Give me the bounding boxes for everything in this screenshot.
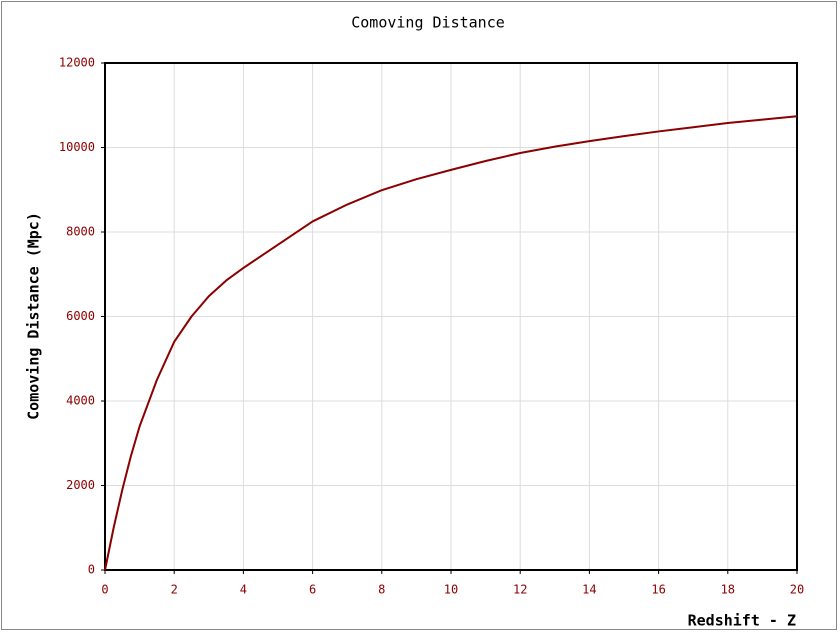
y-tick-label: 2000 [66, 478, 95, 492]
x-tick-label: 14 [582, 583, 596, 597]
y-tick-label: 12000 [59, 56, 95, 70]
y-tick-label: 0 [88, 563, 95, 577]
x-tick-label: 6 [309, 583, 316, 597]
line [104, 115, 798, 571]
y-tick-label: 6000 [66, 309, 95, 323]
chart-title: Comoving Distance [351, 14, 505, 32]
y-tick-label: 4000 [66, 394, 95, 408]
x-tick-label: 16 [651, 583, 665, 597]
x-tick-label: 0 [101, 583, 108, 597]
x-tick-label: 10 [444, 583, 458, 597]
x-axis-label: Redshift - Z [688, 612, 796, 630]
x-tick-label: 20 [790, 583, 804, 597]
x-tick-label: 2 [171, 583, 178, 597]
x-tick-label: 8 [378, 583, 385, 597]
plot-frame [104, 62, 798, 571]
x-tick-label: 4 [240, 583, 247, 597]
y-axis-label: Comoving Distance (Mpc) [25, 212, 43, 420]
y-tick-label: 10000 [59, 140, 95, 154]
x-tick-label: 12 [513, 583, 527, 597]
x-tick-label: 18 [721, 583, 735, 597]
y-tick-label: 8000 [66, 225, 95, 239]
